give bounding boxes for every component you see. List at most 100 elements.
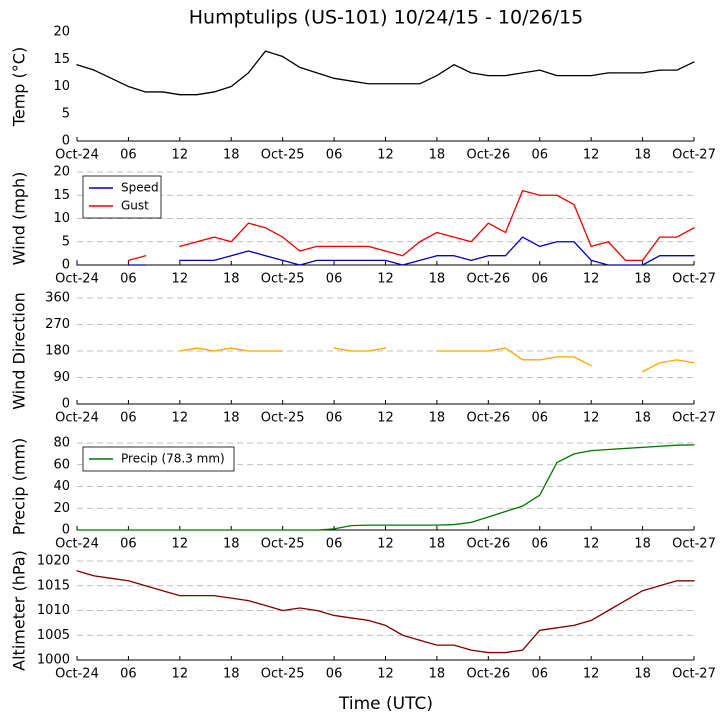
x-tick-label: Oct-25 bbox=[261, 667, 305, 682]
legend-box bbox=[82, 175, 162, 219]
x-tick-label: 18 bbox=[429, 411, 446, 426]
y-axis-title: Wind (mph) bbox=[10, 172, 29, 266]
y-tick-label: 270 bbox=[45, 317, 70, 332]
y-axis-title: Temp (°C) bbox=[10, 47, 29, 127]
x-tick-label: 18 bbox=[223, 537, 240, 552]
x-tick-label: 18 bbox=[223, 411, 240, 426]
x-tick-label: 06 bbox=[326, 148, 343, 163]
x-tick-label: Oct-27 bbox=[672, 411, 716, 426]
y-tick-label: 10 bbox=[53, 79, 70, 94]
y-tick-label: 20 bbox=[53, 25, 70, 40]
y-tick-label: 15 bbox=[53, 52, 70, 67]
y-tick-label: 5 bbox=[62, 234, 70, 249]
data-line bbox=[76, 236, 695, 266]
x-tick-label: Oct-24 bbox=[55, 272, 99, 287]
x-tick-label: Oct-26 bbox=[466, 272, 510, 287]
x-tick-label: Oct-27 bbox=[672, 667, 716, 682]
x-tick-label: 18 bbox=[223, 667, 240, 682]
x-tick-label: Oct-24 bbox=[55, 411, 99, 426]
x-tick-label: 06 bbox=[120, 148, 137, 163]
y-tick-label: 1020 bbox=[37, 554, 70, 569]
legend-label: Precip (78.3 mm) bbox=[121, 452, 225, 466]
y-tick-label: 0 bbox=[62, 523, 70, 538]
legend-label: Speed bbox=[121, 181, 159, 195]
x-tick-label: Oct-26 bbox=[466, 411, 510, 426]
x-tick-label: Oct-26 bbox=[466, 537, 510, 552]
x-tick-label: 06 bbox=[120, 411, 137, 426]
x-tick-label: 06 bbox=[326, 411, 343, 426]
data-line bbox=[76, 50, 695, 96]
x-axis-title: Time (UTC) bbox=[338, 694, 433, 714]
x-tick-label: 06 bbox=[120, 667, 137, 682]
data-line bbox=[76, 444, 695, 531]
x-tick-label: 12 bbox=[377, 411, 394, 426]
x-tick-label: Oct-24 bbox=[55, 537, 99, 552]
x-tick-label: 18 bbox=[429, 272, 446, 287]
x-tick-label: 18 bbox=[634, 537, 651, 552]
x-tick-label: 18 bbox=[634, 272, 651, 287]
x-tick-label: 18 bbox=[634, 667, 651, 682]
x-tick-label: 18 bbox=[634, 148, 651, 163]
x-tick-label: Oct-25 bbox=[261, 272, 305, 287]
x-tick-label: 18 bbox=[223, 272, 240, 287]
x-tick-label: Oct-25 bbox=[261, 537, 305, 552]
y-tick-label: 20 bbox=[53, 165, 70, 180]
y-tick-label: 180 bbox=[45, 344, 70, 359]
x-tick-label: Oct-25 bbox=[261, 148, 305, 163]
x-tick-label: 06 bbox=[531, 148, 548, 163]
x-tick-label: Oct-24 bbox=[55, 148, 99, 163]
x-tick-label: 12 bbox=[583, 537, 600, 552]
y-tick-label: 15 bbox=[53, 188, 70, 203]
y-tick-label: 20 bbox=[53, 501, 70, 516]
x-tick-label: 18 bbox=[429, 537, 446, 552]
x-tick-label: 12 bbox=[377, 148, 394, 163]
x-tick-label: 06 bbox=[531, 667, 548, 682]
x-tick-label: 18 bbox=[429, 148, 446, 163]
y-tick-label: 1005 bbox=[37, 628, 70, 643]
data-line bbox=[76, 189, 695, 261]
data-line bbox=[76, 570, 695, 654]
y-tick-label: 0 bbox=[62, 397, 70, 412]
y-tick-label: 1010 bbox=[37, 603, 70, 618]
x-tick-label: 12 bbox=[583, 667, 600, 682]
x-tick-label: 12 bbox=[172, 411, 189, 426]
x-tick-label: Oct-27 bbox=[672, 537, 716, 552]
x-tick-label: 12 bbox=[172, 272, 189, 287]
x-tick-label: 06 bbox=[531, 537, 548, 552]
y-tick-label: 360 bbox=[45, 291, 70, 306]
y-tick-label: 1000 bbox=[37, 653, 70, 668]
legend-label: Gust bbox=[121, 199, 149, 213]
x-tick-label: 12 bbox=[172, 148, 189, 163]
x-tick-label: 12 bbox=[377, 667, 394, 682]
x-tick-label: 06 bbox=[326, 667, 343, 682]
x-tick-label: 06 bbox=[120, 272, 137, 287]
x-tick-label: Oct-27 bbox=[672, 148, 716, 163]
x-tick-label: 12 bbox=[172, 667, 189, 682]
x-tick-label: Oct-26 bbox=[466, 148, 510, 163]
x-tick-label: 12 bbox=[583, 272, 600, 287]
y-tick-label: 5 bbox=[62, 106, 70, 121]
y-axis-title: Wind Direction bbox=[10, 292, 29, 410]
data-line bbox=[179, 347, 695, 373]
y-tick-label: 90 bbox=[53, 370, 70, 385]
x-tick-label: Oct-27 bbox=[672, 272, 716, 287]
x-tick-label: 18 bbox=[429, 667, 446, 682]
y-tick-label: 0 bbox=[62, 134, 70, 149]
x-tick-label: 12 bbox=[377, 272, 394, 287]
x-tick-label: Oct-26 bbox=[466, 667, 510, 682]
y-axis-title: Precip (mm) bbox=[10, 438, 29, 536]
x-tick-label: 06 bbox=[531, 411, 548, 426]
x-tick-label: 06 bbox=[326, 272, 343, 287]
y-tick-label: 1015 bbox=[37, 578, 70, 593]
y-axis-title: Altimeter (hPa) bbox=[10, 550, 29, 671]
y-tick-label: 60 bbox=[53, 457, 70, 472]
x-tick-label: 18 bbox=[634, 411, 651, 426]
x-tick-label: 06 bbox=[531, 272, 548, 287]
x-tick-label: 06 bbox=[120, 537, 137, 552]
x-tick-label: Oct-25 bbox=[261, 411, 305, 426]
x-tick-label: 12 bbox=[583, 148, 600, 163]
y-tick-label: 80 bbox=[53, 436, 70, 451]
y-tick-label: 0 bbox=[62, 258, 70, 273]
